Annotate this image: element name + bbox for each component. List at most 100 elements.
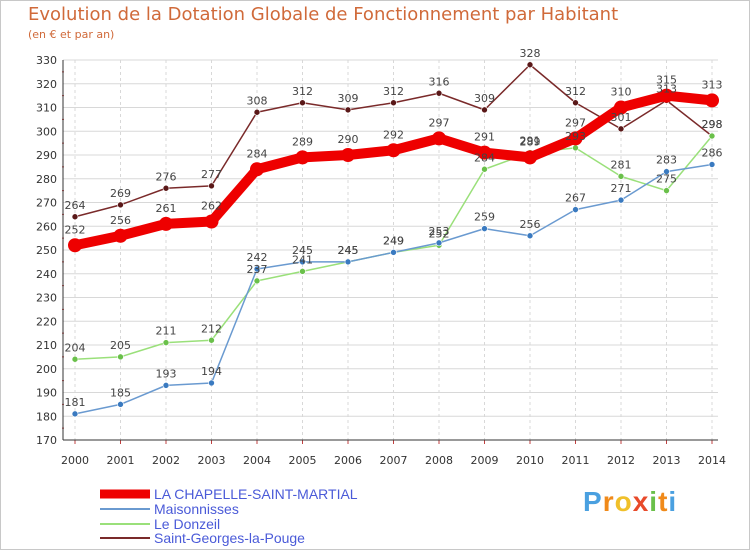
x-tick-label: 2009 (471, 454, 499, 467)
legend-item-le-donzeil: Le Donzeil (100, 516, 220, 532)
data-point-maisonnisses (526, 232, 534, 240)
data-label-saint-georges-la-pouge: 312 (565, 85, 586, 98)
logo-letter: P (583, 486, 603, 517)
data-label-maisonnisses: 181 (65, 396, 86, 409)
y-tick-label: 220 (36, 315, 57, 328)
data-label-la-chapelle-saint-martial: 292 (383, 128, 404, 141)
data-point-maisonnisses (572, 206, 579, 213)
data-point-le-donzeil (71, 355, 79, 363)
data-label-saint-georges-la-pouge: 313 (656, 82, 677, 95)
data-label-saint-georges-la-pouge: 312 (383, 85, 404, 98)
data-label-la-chapelle-saint-martial: 310 (611, 86, 632, 99)
data-point-maisonnisses (208, 379, 215, 387)
data-point-maisonnisses (435, 239, 443, 247)
data-point-la-chapelle-saint-martial (705, 93, 719, 108)
y-tick-label: 260 (36, 220, 57, 233)
data-point-la-chapelle-saint-martial (68, 238, 82, 253)
data-label-la-chapelle-saint-martial: 262 (201, 200, 222, 213)
data-point-la-chapelle-saint-martial (659, 88, 674, 103)
logo-letter: x (632, 486, 650, 517)
data-label-saint-georges-la-pouge: 309 (338, 92, 359, 105)
x-tick-label: 2000 (61, 454, 89, 467)
data-point-maisonnisses (253, 265, 261, 273)
data-label-maisonnisses: 267 (565, 192, 586, 205)
data-label-layer: 264 269 276 277 308 312 309 312 316 309 328 312 301 3… (65, 47, 723, 409)
y-tick-label: 170 (36, 434, 57, 447)
data-point-saint-georges-la-pouge (435, 89, 443, 97)
data-point-maisonnisses (481, 225, 488, 232)
data-point-la-chapelle-saint-martial (341, 148, 355, 162)
data-label-le-donzeil: 211 (156, 325, 177, 338)
data-label-saint-georges-la-pouge: 309 (474, 92, 495, 105)
data-label-saint-georges-la-pouge: 298 (702, 118, 723, 131)
data-label-la-chapelle-saint-martial: 315 (656, 74, 677, 87)
logo-letter: i (668, 486, 678, 517)
data-label-la-chapelle-saint-martial: 252 (65, 223, 86, 236)
data-label-maisonnisses: 286 (702, 147, 723, 160)
data-point-le-donzeil (299, 268, 306, 275)
y-tick-label: 290 (36, 149, 57, 162)
data-point-saint-georges-la-pouge (344, 106, 352, 114)
data-point-saint-georges-la-pouge (481, 106, 488, 114)
grid-layer (63, 59, 718, 441)
data-point-le-donzeil (481, 165, 488, 173)
x-tick-label: 2003 (198, 454, 226, 467)
x-tick-label: 2007 (380, 454, 408, 467)
data-label-la-chapelle-saint-martial: 289 (292, 135, 313, 148)
data-point-la-chapelle-saint-martial (295, 150, 310, 165)
data-label-saint-georges-la-pouge: 316 (429, 75, 450, 88)
data-point-saint-georges-la-pouge (572, 99, 579, 107)
data-point-maisonnisses (708, 161, 716, 168)
x-tick-label: 2008 (425, 454, 453, 467)
data-label-la-chapelle-saint-martial: 291 (474, 131, 495, 144)
x-tick-label: 2010 (516, 454, 544, 467)
x-tick-label: 2013 (653, 454, 681, 467)
data-label-la-chapelle-saint-martial: 289 (520, 135, 541, 148)
data-label-saint-georges-la-pouge: 269 (110, 187, 131, 200)
legend-item-maisonnisses: Maisonnisses (100, 501, 239, 517)
data-label-le-donzeil: 204 (65, 341, 86, 354)
x-tick-label: 2005 (289, 454, 317, 467)
data-point-la-chapelle-saint-martial (204, 214, 219, 229)
data-point-le-donzeil (572, 144, 579, 152)
data-point-le-donzeil (162, 339, 170, 346)
data-point-la-chapelle-saint-martial (432, 131, 446, 146)
y-tick-label: 190 (36, 387, 57, 400)
x-tick-label: 2012 (607, 454, 635, 467)
data-point-la-chapelle-saint-martial (614, 100, 628, 115)
data-label-maisonnisses: 245 (338, 244, 359, 257)
data-label-saint-georges-la-pouge: 312 (292, 85, 313, 98)
data-label-maisonnisses: 253 (429, 225, 450, 238)
data-point-saint-georges-la-pouge (208, 182, 215, 190)
data-label-maisonnisses: 193 (156, 367, 177, 380)
data-point-le-donzeil (117, 353, 124, 361)
data-point-maisonnisses (162, 382, 170, 389)
legend-swatch-la-chapelle (100, 489, 150, 499)
y-tick-label: 310 (36, 102, 57, 115)
data-label-maisonnisses: 245 (292, 244, 313, 257)
data-label-le-donzeil: 275 (656, 173, 677, 186)
y-tick-label: 320 (36, 78, 57, 91)
data-point-saint-georges-la-pouge (390, 99, 397, 107)
data-label-la-chapelle-saint-martial: 261 (156, 202, 177, 215)
x-tick-label: 2006 (334, 454, 362, 467)
data-label-la-chapelle-saint-martial: 297 (565, 116, 586, 129)
legend-swatch-le-donzeil (100, 523, 150, 525)
data-point-saint-georges-la-pouge (253, 108, 261, 116)
data-point-la-chapelle-saint-martial (523, 150, 537, 165)
legend-label-le-donzeil: Le Donzeil (154, 516, 221, 532)
data-point-maisonnisses (663, 168, 670, 175)
legend-label-maisonnisses: Maisonnisses (154, 501, 239, 517)
data-label-saint-georges-la-pouge: 264 (65, 199, 86, 212)
data-point-maisonnisses (117, 401, 124, 408)
y-tick-label: 210 (36, 339, 57, 352)
data-label-saint-georges-la-pouge: 308 (247, 94, 268, 107)
data-point-saint-georges-la-pouge (162, 184, 170, 192)
series-layer (68, 61, 719, 418)
data-point-saint-georges-la-pouge (71, 213, 79, 221)
data-label-maisonnisses: 194 (201, 365, 222, 378)
x-tick-label: 2002 (152, 454, 180, 467)
y-tick-label: 270 (36, 197, 57, 210)
data-label-maisonnisses: 283 (656, 154, 677, 167)
